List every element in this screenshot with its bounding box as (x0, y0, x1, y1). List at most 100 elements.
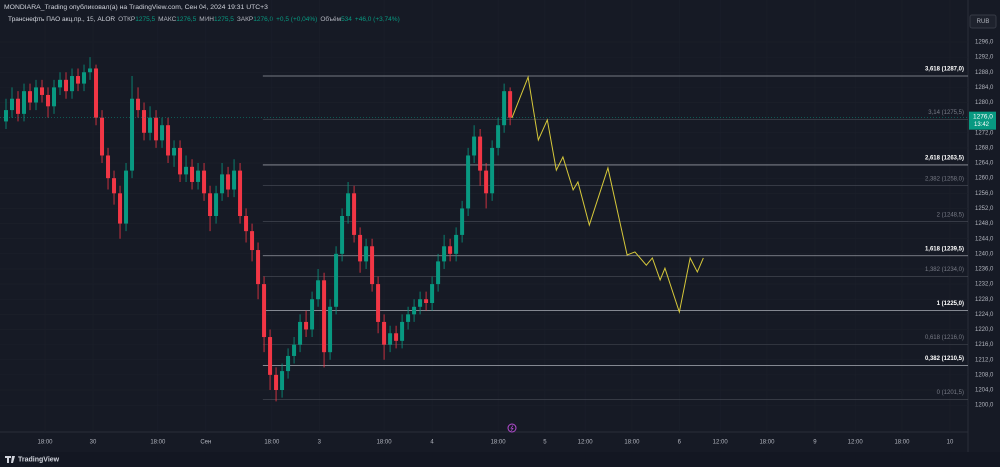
y-tick-label: 1212,0 (975, 357, 994, 363)
candle-body (190, 166, 195, 182)
fib-label: 3,618 (1287,0) (925, 67, 964, 73)
candle-body (496, 125, 501, 148)
candle-body (76, 76, 81, 84)
last-price-label: 1276,0 (973, 113, 993, 120)
candle-body (226, 174, 231, 190)
candle-body (172, 147, 177, 156)
y-tick-label: 1296,0 (975, 40, 994, 46)
candle-body (346, 193, 351, 216)
x-tick-label: 9 (813, 440, 817, 446)
candle-body (214, 193, 219, 216)
fib-label: 1 (1225,0) (937, 301, 964, 307)
candle-body (142, 110, 147, 133)
candle-body (232, 170, 237, 190)
candle-body (400, 321, 405, 341)
y-tick-label: 1204,0 (975, 388, 994, 394)
fib-label: 2,382 (1258,0) (925, 176, 964, 182)
candle-body (124, 170, 129, 224)
candle-body (424, 299, 429, 304)
y-tick-label: 1216,0 (975, 342, 994, 348)
candle-body (280, 371, 285, 391)
x-tick-label: 18:00 (491, 440, 507, 446)
candle-body (238, 170, 243, 216)
candle-body (340, 216, 345, 254)
candle-body (94, 68, 99, 118)
candle-body (256, 250, 261, 285)
x-tick-label: 18:00 (377, 440, 393, 446)
y-tick-label: 1240,0 (975, 251, 994, 257)
candle-body (28, 91, 33, 103)
candle-body (436, 261, 441, 285)
x-tick-label: 12:00 (578, 440, 594, 446)
fib-label: 0 (1201,5) (937, 390, 964, 396)
ohlc-value: 1275,5 (214, 16, 234, 23)
brand: TradingView (18, 456, 60, 463)
ohlc-value: 1275,5 (135, 16, 155, 23)
fib-label: 1,618 (1239,5) (925, 246, 964, 252)
y-tick-label: 1232,0 (975, 282, 994, 288)
candle-body (166, 125, 171, 156)
y-tick-label: 1280,0 (975, 100, 994, 106)
volume-change: +46,0 (+3,74%) (355, 16, 400, 23)
candle-body (310, 299, 315, 330)
candle-body (478, 136, 483, 171)
candle-body (100, 117, 105, 156)
candle-body (274, 374, 279, 391)
candle-body (184, 166, 189, 175)
candle-body (334, 253, 339, 307)
candle-body (322, 280, 327, 353)
fib-label: 0,618 (1216,0) (925, 335, 964, 341)
candle-body (58, 79, 63, 88)
x-tick-label: 3 (318, 440, 322, 446)
candle-body (502, 91, 507, 126)
ohlc-label: МАКС (158, 16, 176, 23)
candle-body (388, 333, 393, 345)
candle-body (490, 147, 495, 194)
candle-body (358, 234, 363, 262)
candle-body (508, 91, 513, 118)
x-tick-label: 4 (430, 440, 434, 446)
countdown: 13:42 (974, 122, 990, 128)
symbol-legend: Транснефть ПАО акц.пр., 15, ALOR ОТКР1275… (8, 15, 400, 23)
candle-body (46, 94, 51, 107)
x-tick-label: 18:00 (264, 440, 280, 446)
x-tick-label: 18:00 (894, 440, 910, 446)
candle-body (454, 234, 459, 254)
y-tick-label: 1292,0 (975, 55, 994, 61)
candle-body (178, 147, 183, 175)
event-icon[interactable] (507, 423, 517, 433)
candle-body (40, 87, 45, 95)
x-tick-label: 18:00 (759, 440, 775, 446)
y-tick-label: 1260,0 (975, 176, 994, 182)
candle-body (4, 110, 9, 122)
candle-body (268, 337, 273, 375)
y-tick-label: 1264,0 (975, 161, 994, 167)
x-tick-label: Сен (200, 440, 211, 446)
candle-body (52, 87, 57, 107)
fib-label: 2,618 (1263,5) (925, 156, 964, 162)
x-tick-label: 5 (543, 440, 547, 446)
candle-body (22, 91, 27, 114)
currency[interactable]: RUB (977, 19, 990, 25)
candle-body (418, 299, 423, 307)
event-bolt[interactable] (510, 425, 514, 432)
candle-body (160, 125, 165, 141)
candle-body (304, 321, 309, 330)
y-tick-label: 1208,0 (975, 372, 994, 378)
y-tick-label: 1228,0 (975, 297, 994, 303)
candle-body (376, 284, 381, 322)
ohlc-label: ОТКР (118, 16, 135, 23)
ohlc-label: МИН (199, 16, 214, 23)
ohlc-label: ЗАКР (237, 16, 253, 23)
event-circle[interactable] (507, 423, 517, 433)
currency-button[interactable] (969, 14, 997, 29)
candle-body (262, 284, 267, 338)
y-tick-label: 1288,0 (975, 70, 994, 76)
candle-body (448, 246, 453, 254)
x-tick-label: 12:00 (848, 440, 864, 446)
candle-body (154, 117, 159, 141)
candle-body (34, 87, 39, 103)
candle-body (394, 333, 399, 341)
